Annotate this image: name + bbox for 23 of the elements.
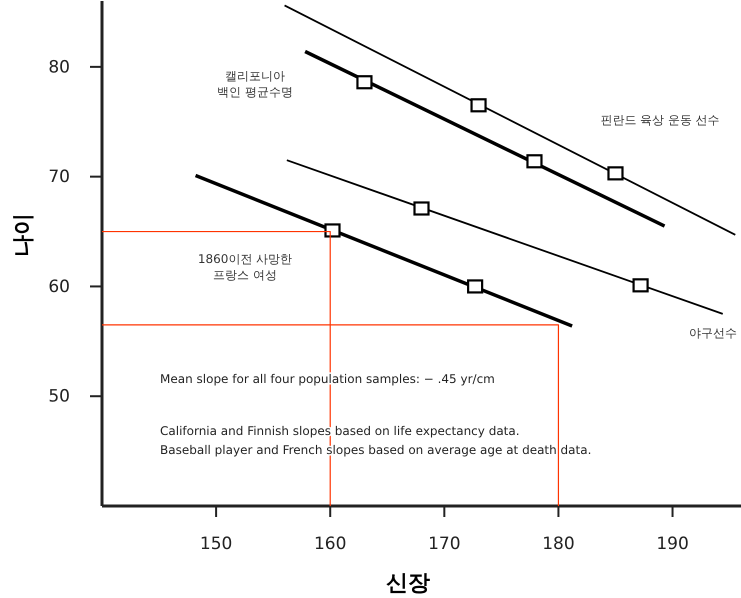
series-label: 캘리포니아 백인 평균수명: [217, 69, 293, 99]
y-tick-label: 60: [48, 276, 70, 297]
x-tick-label: 160: [314, 534, 346, 554]
y-axis-title: 나이: [11, 213, 36, 257]
text: 핀란드 육상 운동 선수: [600, 113, 720, 127]
x-tick-label: 190: [656, 534, 689, 554]
point: [470, 98, 487, 112]
point: [526, 154, 543, 168]
point: [607, 166, 624, 180]
x-axis-title: 신장: [386, 571, 430, 596]
series-label: 야구선수: [689, 326, 737, 340]
y-tick-label: 80: [48, 57, 70, 78]
x-tick-label: 150: [200, 534, 232, 554]
x-tick-label: 180: [542, 534, 575, 554]
point: [467, 279, 484, 294]
point: [632, 278, 649, 292]
text: 1860이전 사망한 프랑스 여성: [198, 252, 292, 282]
y-tick-label: 50: [48, 386, 70, 407]
point: [324, 223, 341, 238]
x-tick-label: 170: [428, 534, 461, 554]
y-tick-label: 70: [48, 167, 70, 188]
point: [356, 75, 373, 90]
point: [413, 201, 430, 216]
